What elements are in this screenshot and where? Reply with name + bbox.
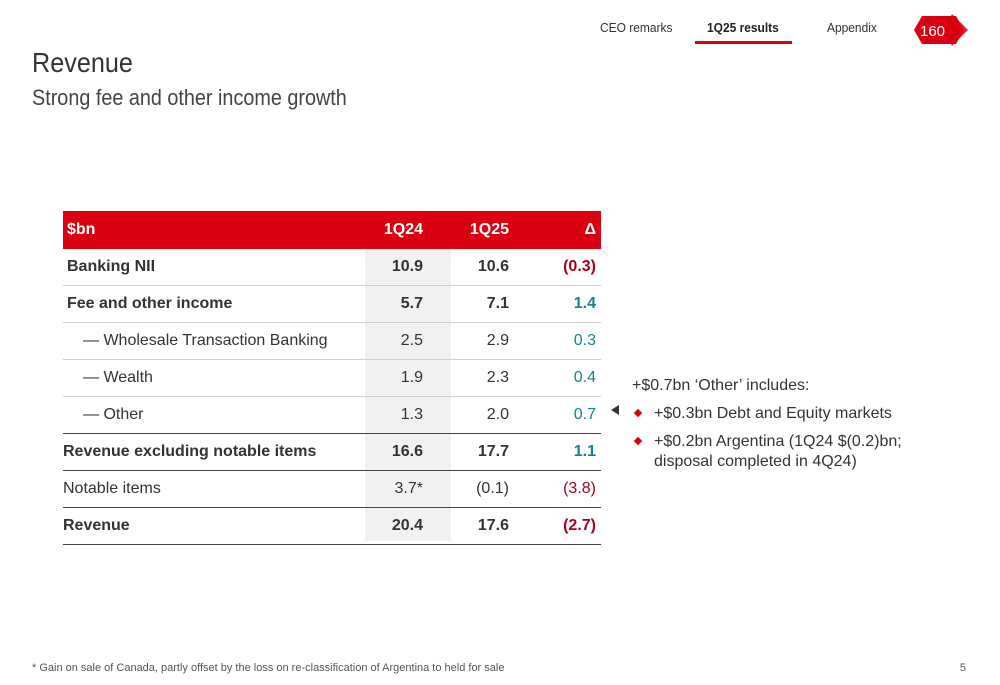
page-number: 5	[959, 662, 966, 674]
top-nav: CEO remarks 1Q25 results Appendix	[560, 20, 900, 46]
header-1q25: 1Q25	[469, 221, 509, 238]
pointer-arrow-icon	[611, 405, 619, 415]
value-1q25: (0.1)	[476, 480, 509, 497]
value-delta: (3.8)	[563, 480, 596, 497]
table-row: — Wealth 1.9 2.3 0.4	[63, 360, 601, 397]
value-1q25: 17.6	[477, 517, 509, 534]
value-1q24: 3.7*	[394, 480, 423, 497]
diamond-bullet-icon	[633, 408, 643, 418]
table-row: Banking NII 10.9 10.6 (0.3)	[63, 249, 601, 286]
value-1q24: 20.4	[391, 517, 423, 534]
value-delta: 0.3	[573, 332, 596, 349]
note-bullet: +$0.2bn Argentina (1Q24 $(0.2)bn; dispos…	[632, 432, 962, 472]
value-1q25: 17.7	[477, 443, 509, 460]
value-1q24: 2.5	[400, 332, 423, 349]
row-label: Fee and other income	[67, 295, 233, 312]
nav-1q25-results[interactable]: 1Q25 results	[707, 20, 779, 35]
page-subtitle: Strong fee and other income growth	[32, 85, 347, 110]
value-1q25: 2.9	[486, 332, 509, 349]
value-delta: (2.7)	[563, 517, 596, 534]
highlight-column-1q25	[365, 249, 451, 541]
note-bullet-text: +$0.3bn Debt and Equity markets	[654, 405, 892, 422]
note-bullet-text: +$0.2bn Argentina (1Q24 $(0.2)bn; dispos…	[654, 433, 902, 470]
value-delta: 0.4	[573, 369, 596, 386]
value-1q25: 2.3	[486, 369, 509, 386]
table-header-row: $bn 1Q24 1Q25 Δ	[63, 211, 601, 249]
row-label: Banking NII	[67, 258, 156, 275]
value-delta: 1.4	[573, 295, 596, 312]
value-1q24: 5.7	[400, 295, 423, 312]
row-label: — Wealth	[83, 369, 153, 386]
row-label: Revenue excluding notable items	[63, 443, 317, 460]
table-row: — Wholesale Transaction Banking 2.5 2.9 …	[63, 323, 601, 360]
nav-appendix[interactable]: Appendix	[827, 20, 877, 35]
value-1q25: 2.0	[486, 406, 509, 423]
table-row: Revenue excluding notable items 16.6 17.…	[63, 434, 601, 471]
value-delta: 1.1	[573, 443, 596, 460]
anniversary-160-logo: 160	[914, 14, 968, 46]
note-bullet: +$0.3bn Debt and Equity markets	[632, 404, 962, 424]
header-unit: $bn	[67, 221, 96, 238]
diamond-bullet-icon	[633, 436, 643, 446]
table-row: Revenue 20.4 17.6 (2.7)	[63, 508, 601, 545]
value-1q24: 1.3	[400, 406, 423, 423]
value-1q24: 10.9	[391, 258, 423, 275]
footnote: * Gain on sale of Canada, partly offset …	[32, 662, 505, 674]
header-delta: Δ	[584, 221, 597, 238]
value-1q24: 1.9	[400, 369, 423, 386]
row-label: Revenue	[63, 517, 130, 534]
value-1q25: 10.6	[477, 258, 509, 275]
logo-text: 160	[920, 23, 945, 40]
value-1q24: 16.6	[391, 443, 423, 460]
value-delta: 0.7	[573, 406, 596, 423]
header-1q24: 1Q24	[383, 221, 423, 238]
table-row: Notable items 3.7* (0.1) (3.8)	[63, 471, 601, 508]
row-label: — Wholesale Transaction Banking	[83, 332, 328, 349]
nav-ceo-remarks[interactable]: CEO remarks	[600, 20, 673, 35]
other-breakdown-notes: +$0.7bn ‘Other’ includes: +$0.3bn Debt a…	[632, 376, 962, 480]
value-delta: (0.3)	[563, 258, 596, 275]
notes-heading: +$0.7bn ‘Other’ includes:	[632, 377, 810, 394]
table-row: — Other 1.3 2.0 0.7	[63, 397, 601, 434]
revenue-table: $bn 1Q24 1Q25 Δ Banking NII 10.9 10.6 (0…	[63, 211, 601, 545]
row-label: Notable items	[63, 480, 161, 497]
table-row: Fee and other income 5.7 7.1 1.4	[63, 286, 601, 323]
nav-active-indicator	[695, 41, 792, 44]
row-label: — Other	[83, 406, 144, 423]
value-1q25: 7.1	[486, 295, 509, 312]
page-title: Revenue	[32, 47, 133, 78]
